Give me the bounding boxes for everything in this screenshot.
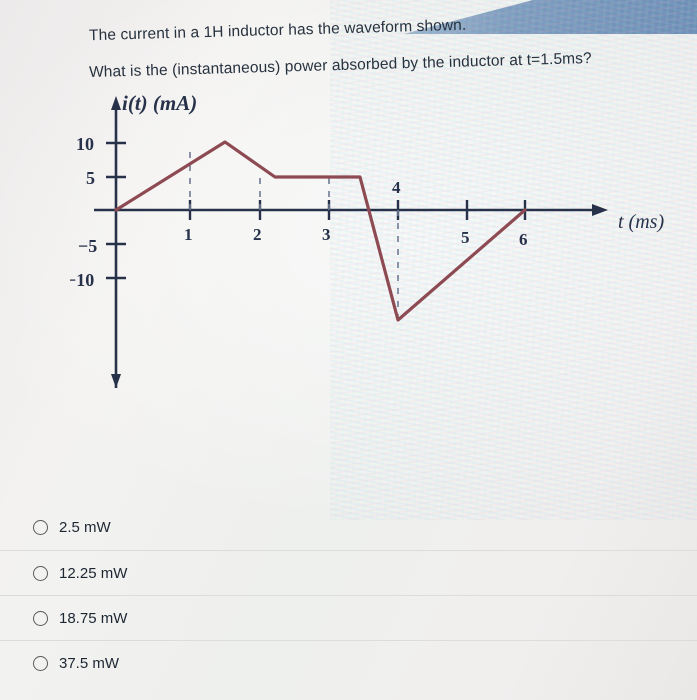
answer-label-d: 37.5 mW (59, 655, 120, 672)
y-axis-arrow-up (111, 96, 121, 110)
radio-icon-d[interactable] (33, 656, 48, 671)
x-tick-label-2: 2 (253, 225, 262, 244)
y-tick-marks (106, 141, 126, 280)
answer-option-c[interactable]: 18.75 mW (0, 595, 697, 641)
y-tick-label-10: 10 (76, 134, 94, 154)
radio-icon-a[interactable] (33, 520, 48, 535)
y-axis-label: i(t) (mA) (122, 91, 197, 115)
answer-option-b[interactable]: 12.25 mW (0, 550, 697, 596)
waveform-graph: i(t) (mA) t (ms) 10 5 −5 −10 1 2 3 4 5 6 (70, 88, 670, 488)
x-tick-label-3: 3 (322, 225, 331, 244)
x-tick-label-4: 4 (392, 178, 401, 197)
x-axis-arrow (592, 204, 608, 216)
x-tick-label-6: 6 (519, 230, 528, 249)
answer-label-c: 18.75 mW (59, 610, 128, 627)
y-axis-arrow-down (111, 374, 121, 388)
current-waveform (114, 140, 527, 322)
y-tick-label-5: 5 (86, 168, 95, 188)
radio-icon-c[interactable] (33, 611, 48, 626)
x-tick-label-1: 1 (184, 225, 193, 244)
answer-options: 2.5 mW 12.25 mW 18.75 mW 37.5 mW (0, 505, 697, 700)
radio-icon-b[interactable] (33, 566, 48, 581)
x-axis-label: t (ms) (618, 211, 664, 233)
answer-option-d[interactable]: 37.5 mW (0, 640, 697, 686)
answer-label-b: 12.25 mW (59, 565, 128, 582)
answer-label-a: 2.5 mW (59, 519, 111, 536)
dashed-guides (189, 145, 399, 320)
y-tick-label-minus5: −5 (78, 236, 97, 256)
x-tick-label-5: 5 (461, 228, 470, 247)
y-tick-label-minus10: −10 (70, 270, 94, 290)
answer-option-a[interactable]: 2.5 mW (0, 505, 697, 550)
